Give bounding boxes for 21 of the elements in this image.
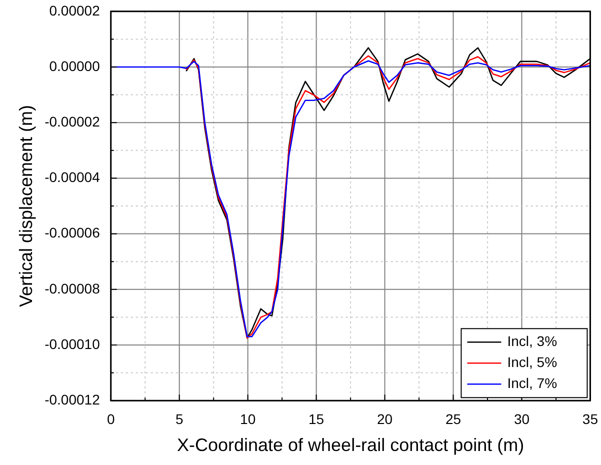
legend-label: Incl, 5% xyxy=(507,354,558,370)
x-tick-label: 25 xyxy=(445,410,462,427)
y-tick-label: -0.00008 xyxy=(44,280,100,296)
x-tick-label: 5 xyxy=(175,410,184,427)
x-tick-label: 10 xyxy=(240,410,256,427)
y-tick-label: -0.00004 xyxy=(44,169,100,186)
y-tick-label: -0.00002 xyxy=(44,113,100,130)
y-tick-label: -0.00006 xyxy=(44,224,100,241)
x-axis-title: X-Coordinate of wheel-rail contact point (m) xyxy=(176,435,524,456)
x-tick-label: 0 xyxy=(106,410,115,427)
y-tick-label: -0.00012 xyxy=(44,391,100,408)
y-axis-title: Vertical displacement (m) xyxy=(16,104,36,308)
x-tick-label: 35 xyxy=(582,410,598,427)
y-tick-label: -0.00010 xyxy=(44,336,100,352)
x-tick-label: 20 xyxy=(376,410,393,427)
x-tick-label: 15 xyxy=(308,410,324,427)
legend-label: Incl, 3% xyxy=(507,332,558,349)
x-tick-label: 30 xyxy=(514,410,530,427)
y-tick-label: 0.00002 xyxy=(49,2,100,18)
legend-label: Incl, 7% xyxy=(507,374,558,391)
y-tick-label: 0.00000 xyxy=(49,58,100,74)
